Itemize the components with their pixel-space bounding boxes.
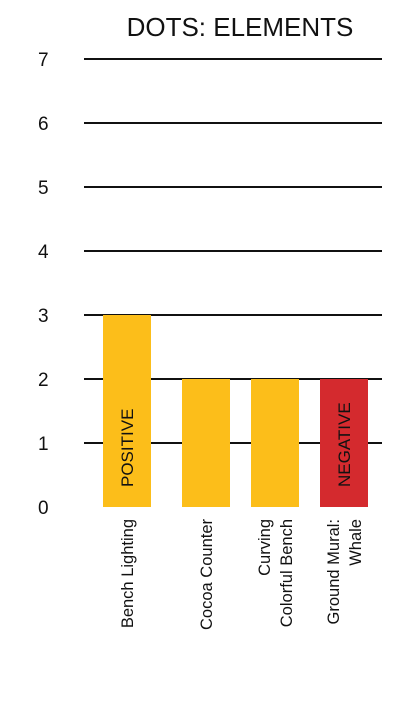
y-tick-label: 5 bbox=[38, 178, 49, 199]
bar-labels: POSITIVE NEGATIVE bbox=[118, 402, 354, 487]
y-tick-label: 3 bbox=[38, 306, 49, 327]
y-tick-label: 1 bbox=[38, 434, 49, 455]
bar-data-label: NEGATIVE bbox=[335, 402, 354, 487]
x-category-label: Cocoa Counter bbox=[198, 518, 216, 629]
x-category-label: Curving bbox=[256, 519, 274, 576]
x-category-label: Colorful Bench bbox=[278, 519, 296, 627]
chart-title: DOTS: ELEMENTS bbox=[127, 12, 354, 42]
bar-data-label: POSITIVE bbox=[118, 409, 137, 487]
y-tick-label: 0 bbox=[38, 498, 49, 519]
y-tick-label: 2 bbox=[38, 370, 49, 391]
x-category-label: Ground Mural: bbox=[325, 519, 343, 624]
bar bbox=[320, 379, 368, 507]
bar bbox=[251, 379, 299, 507]
bar bbox=[182, 379, 230, 507]
y-tick-label: 7 bbox=[38, 50, 49, 71]
category-labels: Bench Lighting Cocoa Counter Curving Colorf… bbox=[119, 518, 365, 629]
bars bbox=[103, 315, 368, 507]
bar bbox=[103, 315, 151, 507]
y-tick-label: 6 bbox=[38, 114, 49, 135]
y-tick-label: 4 bbox=[38, 242, 49, 263]
x-category-label: Whale bbox=[347, 519, 365, 566]
y-axis-ticks: 0 1 2 3 4 5 6 7 bbox=[38, 50, 49, 519]
x-category-label: Bench Lighting bbox=[119, 519, 137, 628]
